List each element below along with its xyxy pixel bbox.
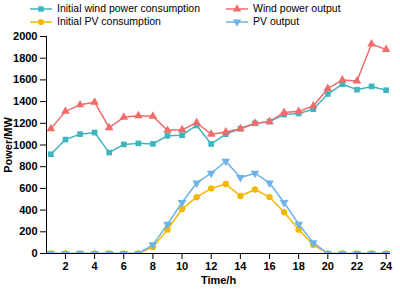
svg-text:800: 800 — [19, 160, 37, 172]
html-text:Initial PV consumption: Initial PV consumption — [57, 15, 161, 27]
svg-text:1200: 1200 — [13, 117, 37, 129]
svg-text:18: 18 — [293, 260, 305, 272]
svg-text:4: 4 — [92, 260, 99, 272]
svg-text:8: 8 — [150, 260, 156, 272]
svg-text:1400: 1400 — [13, 95, 37, 107]
svg-text:1000: 1000 — [13, 139, 37, 151]
svg-text:20: 20 — [322, 260, 334, 272]
html-text:Wind power output: Wind power output — [253, 2, 341, 14]
svg-text:16: 16 — [263, 260, 275, 272]
svg-text:1800: 1800 — [13, 52, 37, 64]
svg-text:Power/MW: Power/MW — [2, 117, 14, 173]
svg-text:2: 2 — [62, 260, 68, 272]
svg-text:10: 10 — [176, 260, 188, 272]
html-text:Initial wind power consumption: Initial wind power consumption — [57, 2, 200, 14]
svg-text:Time/h: Time/h — [201, 274, 237, 286]
svg-text:24: 24 — [380, 260, 393, 272]
html-text:PV output: PV output — [253, 15, 300, 27]
svg-text:22: 22 — [351, 260, 363, 272]
svg-text:6: 6 — [121, 260, 127, 272]
svg-text:2000: 2000 — [13, 30, 37, 42]
svg-text:200: 200 — [19, 225, 37, 237]
svg-text:1600: 1600 — [13, 73, 37, 85]
svg-text:14: 14 — [234, 260, 247, 272]
svg-text:600: 600 — [19, 182, 37, 194]
svg-text:0: 0 — [31, 247, 37, 259]
svg-text:400: 400 — [19, 204, 37, 216]
svg-text:12: 12 — [205, 260, 217, 272]
